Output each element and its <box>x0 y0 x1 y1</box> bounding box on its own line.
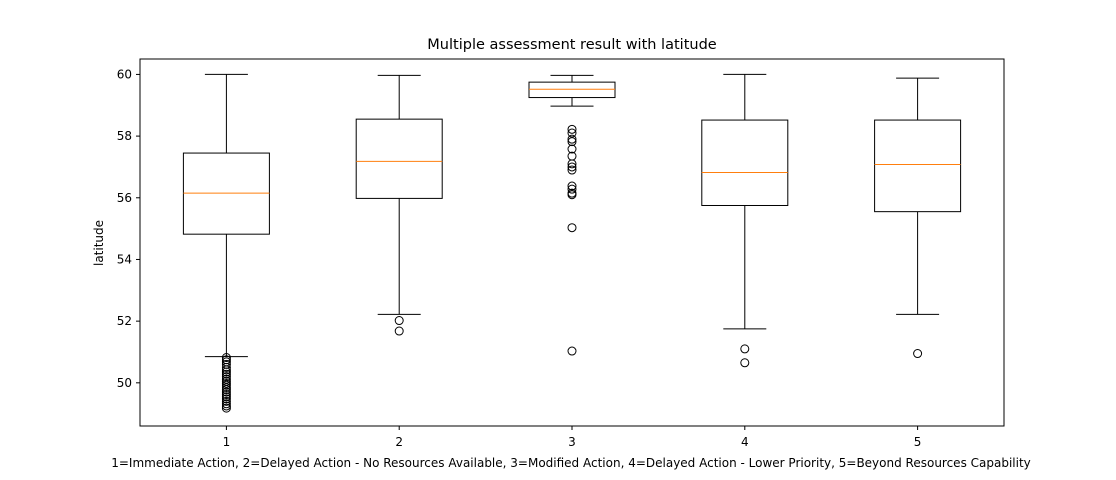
outlier-point <box>740 344 750 354</box>
outlier-point <box>567 162 577 172</box>
outlier-point <box>567 137 577 147</box>
outlier-point <box>567 190 577 200</box>
outlier-point <box>740 358 750 368</box>
outlier-point <box>221 380 231 390</box>
outlier-point <box>221 353 231 363</box>
outlier-point <box>221 372 231 382</box>
outlier-point <box>567 134 577 144</box>
plot-frame <box>139 58 1005 427</box>
outlier-point <box>913 349 923 359</box>
box-iqr <box>701 119 789 206</box>
outlier-point <box>221 392 231 402</box>
y-tick-label: 54 <box>117 252 132 266</box>
outlier-point <box>567 159 577 169</box>
x-tick-label: 3 <box>568 435 576 449</box>
outlier-point <box>221 401 231 411</box>
x-tick-label: 5 <box>914 435 922 449</box>
outlier-point <box>221 396 231 406</box>
outlier-point <box>221 385 231 395</box>
y-tick-label: 52 <box>117 314 132 328</box>
outlier-point <box>221 367 231 377</box>
x-tick-label: 2 <box>395 435 403 449</box>
outlier-point <box>221 382 231 392</box>
x-tick-label: 1 <box>223 435 231 449</box>
box-iqr <box>355 118 443 199</box>
x-axis-label: 1=Immediate Action, 2=Delayed Action - N… <box>111 456 1031 470</box>
outlier-point <box>221 390 231 400</box>
box-iqr <box>528 81 616 99</box>
outlier-point <box>567 124 577 134</box>
outlier-point <box>221 394 231 404</box>
outlier-point <box>221 399 231 409</box>
outlier-point <box>221 387 231 397</box>
outlier-point <box>221 403 231 413</box>
y-tick-label: 56 <box>117 191 132 205</box>
box-iqr <box>874 119 962 213</box>
outlier-point <box>567 128 577 138</box>
outlier-point <box>221 365 231 375</box>
outlier-point <box>567 184 577 194</box>
x-tick-label: 4 <box>741 435 749 449</box>
y-tick-label: 58 <box>117 129 132 143</box>
y-tick-label: 60 <box>117 67 132 81</box>
outlier-point <box>221 362 231 372</box>
outlier-point <box>567 165 577 175</box>
y-tick-label: 50 <box>117 376 132 390</box>
y-axis-label: latitude <box>92 220 106 266</box>
outlier-point <box>221 369 231 379</box>
chart-title: Multiple assessment result with latitude <box>427 37 716 53</box>
outlier-point <box>567 223 577 233</box>
outlier-point <box>567 346 577 356</box>
outlier-point <box>394 326 404 336</box>
outlier-point <box>567 181 577 191</box>
outlier-point <box>567 144 577 154</box>
plot-area: 50 52 54 56 58 60 1 2 3 4 5 <box>117 58 1005 449</box>
outlier-point <box>394 316 404 326</box>
